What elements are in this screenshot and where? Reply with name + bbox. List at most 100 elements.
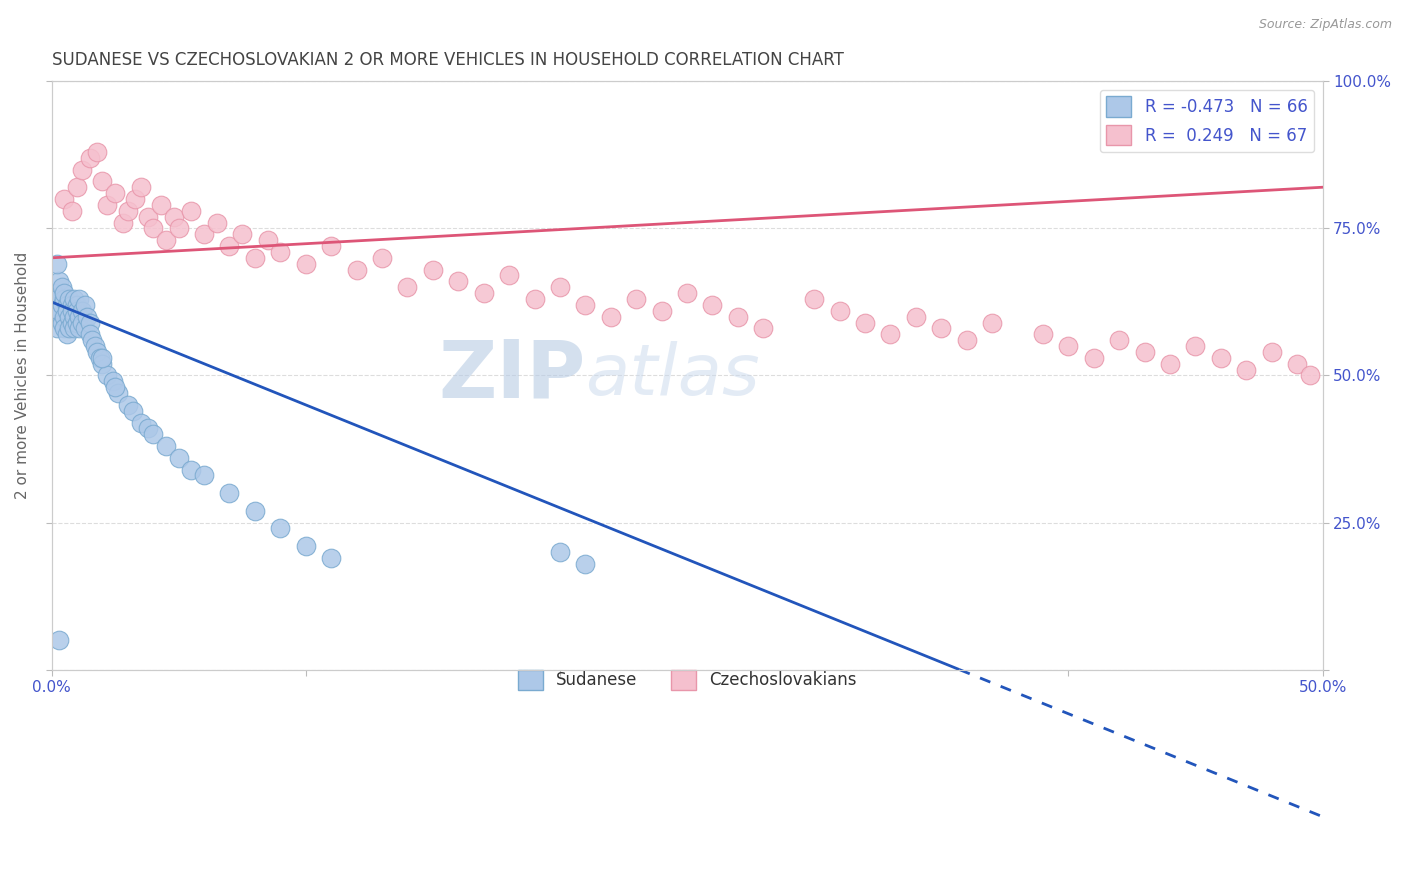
Point — [45, 257, 67, 271]
Point — [904, 310, 927, 324]
Point — [117, 398, 139, 412]
Point — [53, 321, 76, 335]
Point — [79, 151, 101, 165]
Point — [142, 221, 165, 235]
Point — [727, 310, 749, 324]
Point — [48, 633, 70, 648]
Point — [752, 321, 775, 335]
Point — [45, 321, 67, 335]
Point — [218, 486, 240, 500]
Point — [321, 550, 343, 565]
Point — [162, 210, 184, 224]
Point — [294, 257, 316, 271]
Point — [269, 244, 291, 259]
Point — [1083, 351, 1105, 365]
Point — [60, 298, 83, 312]
Point — [70, 162, 93, 177]
Point — [55, 303, 77, 318]
Point — [1234, 362, 1257, 376]
Point — [51, 316, 73, 330]
Point — [142, 427, 165, 442]
Point — [346, 262, 368, 277]
Point — [42, 310, 65, 324]
Point — [853, 316, 876, 330]
Point — [104, 380, 127, 394]
Point — [48, 303, 70, 318]
Point — [73, 298, 96, 312]
Point — [651, 303, 673, 318]
Point — [447, 274, 470, 288]
Text: SUDANESE VS CZECHOSLOVAKIAN 2 OR MORE VEHICLES IN HOUSEHOLD CORRELATION CHART: SUDANESE VS CZECHOSLOVAKIAN 2 OR MORE VE… — [52, 51, 844, 69]
Point — [58, 321, 80, 335]
Point — [136, 210, 159, 224]
Point — [136, 421, 159, 435]
Point — [1032, 327, 1054, 342]
Point — [69, 292, 91, 306]
Point — [55, 327, 77, 342]
Point — [180, 462, 202, 476]
Point — [180, 203, 202, 218]
Point — [86, 145, 108, 159]
Point — [1286, 357, 1309, 371]
Point — [599, 310, 621, 324]
Point — [167, 221, 190, 235]
Point — [70, 316, 93, 330]
Point — [66, 316, 89, 330]
Point — [472, 286, 495, 301]
Legend: Sudanese, Czechoslovakians: Sudanese, Czechoslovakians — [510, 663, 863, 697]
Point — [45, 292, 67, 306]
Text: Source: ZipAtlas.com: Source: ZipAtlas.com — [1258, 18, 1392, 31]
Point — [63, 310, 86, 324]
Point — [60, 203, 83, 218]
Point — [243, 251, 266, 265]
Point — [129, 416, 152, 430]
Point — [51, 280, 73, 294]
Point — [231, 227, 253, 242]
Point — [60, 316, 83, 330]
Point — [981, 316, 1004, 330]
Point — [96, 368, 118, 383]
Point — [53, 310, 76, 324]
Point — [73, 321, 96, 335]
Point — [828, 303, 851, 318]
Point — [1133, 345, 1156, 359]
Point — [42, 286, 65, 301]
Point — [66, 180, 89, 194]
Point — [66, 303, 89, 318]
Point — [396, 280, 419, 294]
Point — [1159, 357, 1181, 371]
Point — [86, 345, 108, 359]
Point — [89, 351, 111, 365]
Point — [91, 357, 114, 371]
Y-axis label: 2 or more Vehicles in Household: 2 or more Vehicles in Household — [15, 252, 30, 500]
Point — [69, 310, 91, 324]
Point — [548, 280, 571, 294]
Point — [256, 233, 278, 247]
Point — [193, 468, 215, 483]
Point — [321, 239, 343, 253]
Point — [243, 504, 266, 518]
Point — [624, 292, 647, 306]
Point — [53, 292, 76, 306]
Point — [956, 333, 979, 347]
Point — [676, 286, 699, 301]
Point — [66, 298, 89, 312]
Point — [1057, 339, 1080, 353]
Point — [1184, 339, 1206, 353]
Point — [107, 386, 129, 401]
Point — [82, 333, 104, 347]
Point — [63, 292, 86, 306]
Point — [167, 450, 190, 465]
Point — [96, 198, 118, 212]
Point — [124, 192, 146, 206]
Text: atlas: atlas — [585, 341, 761, 410]
Point — [1108, 333, 1130, 347]
Point — [155, 439, 177, 453]
Point — [294, 539, 316, 553]
Point — [91, 174, 114, 188]
Point — [574, 557, 596, 571]
Point — [122, 404, 145, 418]
Point — [48, 274, 70, 288]
Point — [548, 545, 571, 559]
Point — [879, 327, 901, 342]
